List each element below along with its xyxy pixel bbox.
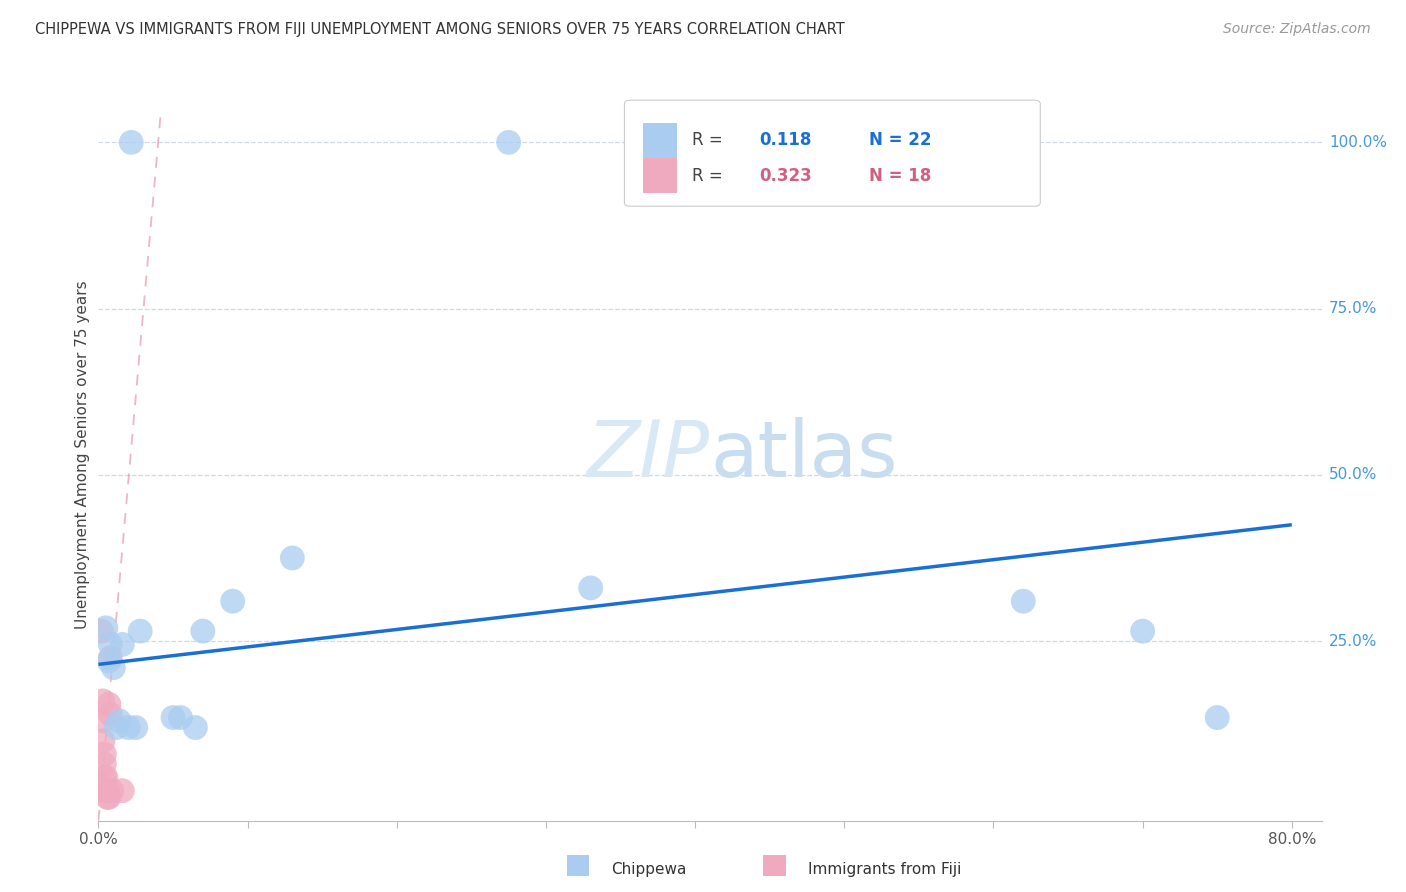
Point bbox=[91, 734, 114, 748]
Point bbox=[97, 698, 120, 712]
Point bbox=[1206, 710, 1229, 724]
Point bbox=[1012, 594, 1035, 608]
Point bbox=[94, 621, 117, 635]
Text: N = 22: N = 22 bbox=[869, 131, 932, 149]
Point bbox=[98, 650, 121, 665]
Point bbox=[94, 771, 117, 785]
Point bbox=[120, 136, 142, 150]
Bar bbox=[763, 855, 786, 876]
Point bbox=[97, 790, 120, 805]
Point bbox=[579, 581, 602, 595]
Text: 75.0%: 75.0% bbox=[1329, 301, 1378, 316]
Text: 0.118: 0.118 bbox=[759, 131, 811, 149]
Text: 100.0%: 100.0% bbox=[1329, 135, 1388, 150]
Point bbox=[97, 654, 120, 668]
FancyBboxPatch shape bbox=[624, 100, 1040, 206]
Text: Immigrants from Fiji: Immigrants from Fiji bbox=[808, 863, 962, 877]
Text: CHIPPEWA VS IMMIGRANTS FROM FIJI UNEMPLOYMENT AMONG SENIORS OVER 75 YEARS CORREL: CHIPPEWA VS IMMIGRANTS FROM FIJI UNEMPLO… bbox=[35, 22, 845, 37]
Text: ZIP: ZIP bbox=[588, 417, 710, 493]
Point bbox=[93, 747, 115, 761]
Text: Source: ZipAtlas.com: Source: ZipAtlas.com bbox=[1223, 22, 1371, 37]
Point bbox=[108, 714, 131, 728]
Point bbox=[111, 637, 134, 651]
Point bbox=[90, 624, 112, 639]
Text: R =: R = bbox=[692, 167, 728, 185]
Point bbox=[117, 721, 139, 735]
Text: R =: R = bbox=[692, 131, 728, 149]
Point bbox=[221, 594, 243, 608]
Bar bbox=[567, 855, 589, 876]
Point bbox=[105, 721, 128, 735]
Point bbox=[96, 790, 118, 805]
Text: 0.323: 0.323 bbox=[759, 167, 811, 185]
Text: N = 18: N = 18 bbox=[869, 167, 931, 185]
Point bbox=[96, 783, 118, 797]
Point bbox=[191, 624, 214, 639]
Y-axis label: Unemployment Among Seniors over 75 years: Unemployment Among Seniors over 75 years bbox=[75, 281, 90, 629]
Text: 25.0%: 25.0% bbox=[1329, 633, 1378, 648]
Point bbox=[184, 721, 207, 735]
Point bbox=[93, 771, 115, 785]
Point bbox=[129, 624, 152, 639]
Text: atlas: atlas bbox=[710, 417, 897, 493]
Point bbox=[281, 551, 304, 566]
Point bbox=[91, 694, 114, 708]
Point bbox=[93, 757, 115, 772]
Point bbox=[89, 777, 111, 791]
Point bbox=[498, 136, 520, 150]
Point bbox=[125, 721, 148, 735]
Point bbox=[98, 707, 121, 722]
Point bbox=[91, 714, 114, 728]
Point bbox=[103, 661, 125, 675]
Text: Chippewa: Chippewa bbox=[612, 863, 688, 877]
Point bbox=[162, 710, 184, 724]
Point bbox=[94, 783, 117, 797]
Text: 50.0%: 50.0% bbox=[1329, 467, 1378, 483]
Point bbox=[101, 783, 124, 797]
FancyBboxPatch shape bbox=[643, 123, 678, 158]
Point bbox=[98, 637, 121, 651]
Point bbox=[169, 710, 191, 724]
Point bbox=[1132, 624, 1154, 639]
Point bbox=[111, 783, 134, 797]
FancyBboxPatch shape bbox=[643, 159, 678, 194]
